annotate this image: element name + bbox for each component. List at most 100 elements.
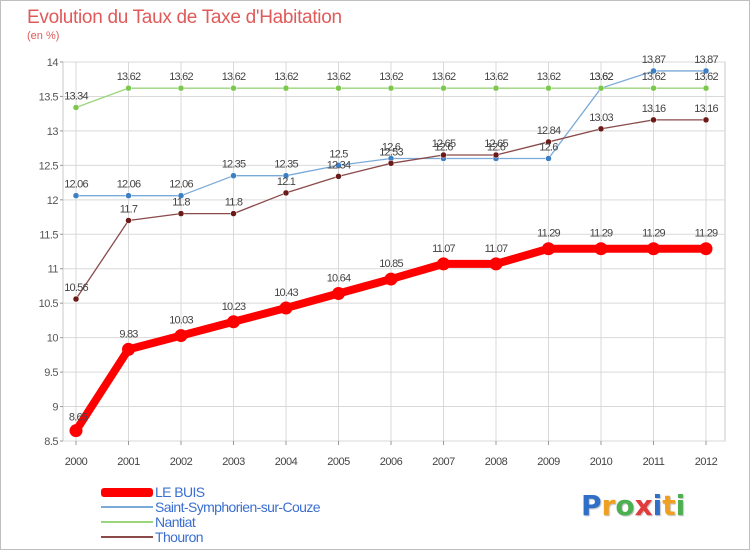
data-point	[387, 160, 395, 167]
data-point	[545, 138, 552, 146]
legend-label: Saint-Symphorien-sur-Couze	[155, 499, 321, 515]
logo-letter: r	[601, 489, 616, 522]
data-label: 13.87	[694, 54, 718, 66]
data-label: 11.29	[537, 228, 560, 240]
data-label: 11.29	[695, 228, 718, 240]
x-tick-label: 2009	[537, 456, 560, 468]
data-point	[69, 424, 83, 438]
data-label: 13.62	[589, 71, 613, 83]
data-label: 12.84	[537, 125, 561, 137]
data-point	[699, 242, 713, 256]
data-point	[597, 125, 605, 133]
data-label: 13.87	[642, 54, 666, 66]
data-label: 13.62	[379, 71, 403, 83]
data-label: 10.64	[327, 273, 351, 285]
data-point	[384, 272, 398, 286]
data-point	[647, 242, 660, 256]
data-point	[282, 84, 290, 92]
data-label: 13.62	[432, 71, 456, 83]
data-point	[440, 151, 447, 159]
data-point	[387, 84, 395, 92]
data-label: 8.65	[69, 412, 88, 424]
data-label: 12.34	[327, 159, 351, 171]
data-point	[542, 242, 555, 256]
legend-swatch	[101, 536, 153, 538]
data-label: 13.62	[484, 71, 508, 83]
chart-subtitle: (en %)	[27, 30, 60, 42]
data-point	[227, 315, 240, 329]
data-label: 12.5	[329, 148, 348, 160]
legend-item: LE BUIS	[101, 484, 421, 500]
data-point	[174, 329, 188, 343]
data-point	[72, 104, 80, 111]
data-label: 13.16	[642, 103, 666, 115]
x-tick-label: 2008	[485, 456, 508, 468]
y-tick-label: 11.5	[39, 229, 58, 241]
chart-title: Evolution du Taux de Taxe d'Habitation	[27, 7, 342, 28]
data-point	[437, 257, 450, 271]
y-tick-label: 13.5	[39, 91, 59, 103]
logo-letter: t	[662, 489, 676, 522]
data-point	[72, 192, 80, 199]
x-tick-label: 2001	[117, 456, 140, 468]
data-point	[332, 287, 345, 301]
data-point	[545, 84, 552, 92]
data-point	[335, 84, 342, 92]
x-tick-label: 2007	[432, 456, 455, 468]
data-label: 13.03	[589, 112, 613, 124]
data-label: 12.65	[432, 138, 456, 150]
data-label: 12.6	[434, 141, 453, 153]
logo-letter: o	[615, 489, 635, 522]
y-tick-label: 14	[47, 57, 59, 69]
data-label: 11.07	[432, 243, 455, 255]
legend-label: Nantiat	[155, 514, 196, 530]
data-label: 13.62	[642, 71, 666, 83]
x-tick-label: 2002	[170, 456, 193, 468]
data-point	[492, 151, 500, 159]
legend-swatch	[101, 521, 153, 523]
data-point	[125, 192, 132, 199]
y-tick-label: 9	[52, 402, 58, 414]
legend-item: Saint-Symphorien-sur-Couze	[101, 499, 421, 515]
data-label: 12.06	[117, 179, 141, 191]
data-label: 12.6	[487, 141, 506, 153]
data-label: 11.07	[485, 243, 508, 255]
y-tick-label: 9.5	[44, 367, 58, 379]
data-point	[492, 84, 500, 92]
chart-legend: LE BUIS Saint-Symphorien-sur-Couze Nantiat…	[101, 484, 421, 545]
data-point	[72, 295, 80, 303]
data-label: 12.1	[277, 176, 296, 188]
data-label: 11.29	[590, 228, 613, 240]
data-label: 13.62	[222, 71, 246, 83]
data-label: 11.8	[225, 197, 243, 209]
y-tick-label: 12.5	[39, 160, 59, 172]
data-point	[282, 189, 290, 197]
data-label: 11.8	[172, 197, 190, 209]
data-label: 12.6	[539, 141, 558, 153]
data-point	[594, 242, 608, 256]
data-label: 13.62	[589, 71, 613, 83]
data-label: 13.16	[694, 103, 718, 115]
logo-letter: i	[652, 489, 663, 522]
data-label: 10.23	[222, 301, 246, 313]
data-label: 13.62	[117, 71, 141, 83]
legend-item: Nantiat	[101, 514, 421, 530]
x-tick-label: 2004	[275, 456, 298, 468]
data-point	[177, 192, 185, 199]
data-point	[702, 84, 710, 92]
x-tick-label: 2006	[380, 456, 403, 468]
data-point	[122, 342, 135, 356]
data-label: 12.53	[379, 146, 403, 158]
data-label: 11.7	[120, 203, 138, 215]
data-point	[279, 301, 293, 315]
data-point	[335, 173, 342, 180]
data-label: 9.83	[119, 328, 138, 340]
data-point	[282, 172, 290, 179]
legend-label: Thouron	[155, 529, 204, 545]
y-tick-label: 13	[47, 126, 59, 138]
data-label: 12.06	[169, 179, 193, 191]
legend-swatch	[101, 488, 153, 497]
data-label: 11.29	[642, 228, 665, 240]
proxiti-logo: Proxiti	[581, 489, 685, 522]
